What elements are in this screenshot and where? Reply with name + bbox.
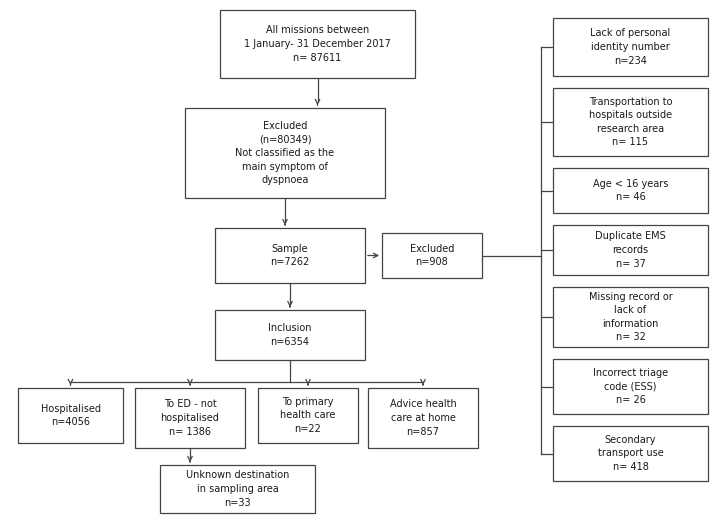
Text: Age < 16 years
n= 46: Age < 16 years n= 46	[593, 179, 668, 202]
Text: Missing record or
lack of
information
n= 32: Missing record or lack of information n=…	[589, 292, 672, 342]
Text: Sample
n=7262: Sample n=7262	[270, 244, 309, 267]
Text: To ED - not
hospitalised
n= 1386: To ED - not hospitalised n= 1386	[160, 400, 219, 437]
Text: Inclusion
n=6354: Inclusion n=6354	[268, 323, 311, 347]
FancyBboxPatch shape	[553, 18, 708, 76]
Text: Advice health
care at home
n=857: Advice health care at home n=857	[390, 400, 457, 437]
FancyBboxPatch shape	[553, 359, 708, 414]
FancyBboxPatch shape	[220, 10, 415, 78]
FancyBboxPatch shape	[382, 233, 482, 278]
FancyBboxPatch shape	[185, 108, 385, 198]
Text: Incorrect triage
code (ESS)
n= 26: Incorrect triage code (ESS) n= 26	[593, 368, 668, 405]
Text: Excluded
(n=80349)
Not classified as the
main symptom of
dyspnoea: Excluded (n=80349) Not classified as the…	[235, 121, 335, 185]
Text: All missions between
1 January- 31 December 2017
n= 87611: All missions between 1 January- 31 Decem…	[244, 26, 391, 63]
FancyBboxPatch shape	[553, 225, 708, 275]
Text: Unknown destination
in sampling area
n=33: Unknown destination in sampling area n=3…	[186, 470, 289, 507]
FancyBboxPatch shape	[368, 388, 478, 448]
Text: Hospitalised
n=4056: Hospitalised n=4056	[41, 404, 100, 427]
Text: Lack of personal
identity number
n=234: Lack of personal identity number n=234	[590, 29, 671, 66]
FancyBboxPatch shape	[160, 465, 315, 513]
FancyBboxPatch shape	[553, 168, 708, 213]
Text: Transportation to
hospitals outside
research area
n= 115: Transportation to hospitals outside rese…	[589, 96, 672, 147]
FancyBboxPatch shape	[215, 310, 365, 360]
FancyBboxPatch shape	[553, 88, 708, 156]
Text: To primary
health care
n=22: To primary health care n=22	[280, 397, 335, 434]
FancyBboxPatch shape	[553, 287, 708, 347]
FancyBboxPatch shape	[215, 228, 365, 283]
Text: Secondary
transport use
n= 418: Secondary transport use n= 418	[597, 435, 664, 472]
Text: Duplicate EMS
records
n= 37: Duplicate EMS records n= 37	[595, 231, 666, 269]
FancyBboxPatch shape	[258, 388, 358, 443]
FancyBboxPatch shape	[18, 388, 123, 443]
FancyBboxPatch shape	[553, 426, 708, 481]
Text: Excluded
n=908: Excluded n=908	[409, 244, 454, 267]
FancyBboxPatch shape	[135, 388, 245, 448]
